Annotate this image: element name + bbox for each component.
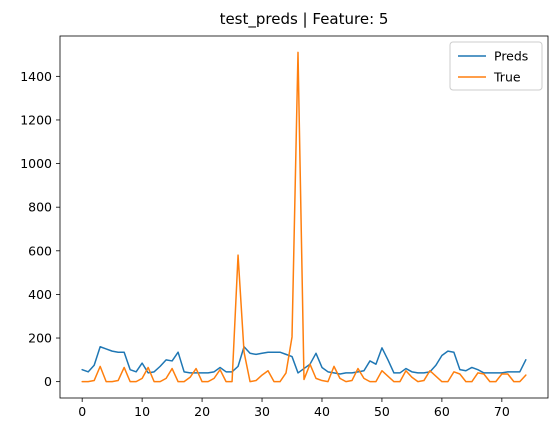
y-tick-label: 200 [28, 331, 52, 346]
y-tick-label: 1000 [20, 156, 52, 171]
y-tick-label: 1200 [20, 112, 52, 127]
x-tick-label: 40 [314, 404, 330, 419]
axes-frame [59, 35, 549, 399]
axes: 0 10 20 30 40 50 60 70 0 200 400 600 800 1000 1200 1400 [20, 35, 549, 419]
series-line-true [81, 51, 527, 383]
legend-box [449, 41, 543, 91]
y-tick-label: 1400 [20, 69, 52, 84]
legend: Preds True [449, 41, 543, 91]
x-tick-label: 10 [134, 404, 150, 419]
y-tick-label: 800 [28, 200, 52, 215]
x-tick-label: 60 [434, 404, 450, 419]
x-tick-label: 30 [254, 404, 270, 419]
legend-label-true: True [493, 70, 521, 85]
x-tick-label: 0 [78, 404, 86, 419]
y-tick-label: 0 [44, 374, 52, 389]
y-tick-label: 600 [28, 243, 52, 258]
x-tick-label: 20 [194, 404, 210, 419]
x-tick-label: 70 [494, 404, 510, 419]
plot-area [81, 51, 527, 383]
x-tick-label: 50 [374, 404, 390, 419]
chart-title: test_preds | Feature: 5 [220, 10, 389, 29]
legend-label-preds: Preds [494, 49, 528, 64]
y-tick-label: 400 [28, 287, 52, 302]
